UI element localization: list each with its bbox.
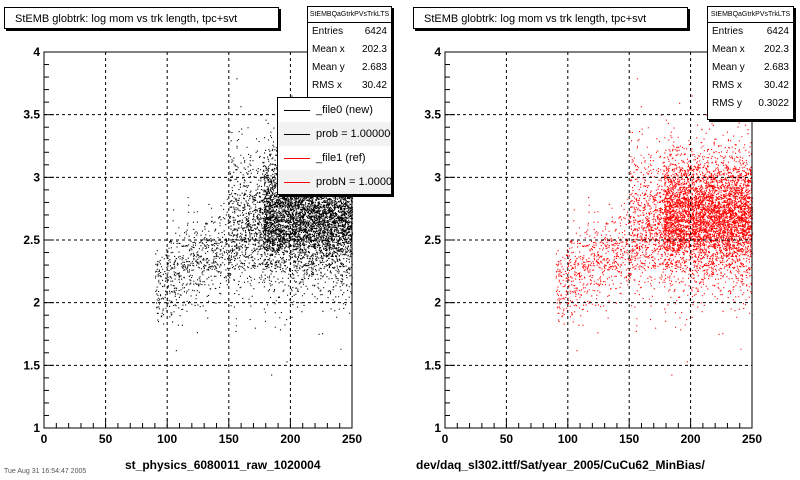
legend-entry-ref: _file1 (ref) bbox=[278, 146, 391, 170]
plot-title-left: StEMB globtrk: log mom vs trk length, tp… bbox=[4, 7, 279, 29]
legend-swatch-new bbox=[284, 109, 310, 111]
y-tick-label: 2 bbox=[33, 296, 40, 310]
x-tick-label: 150 bbox=[219, 432, 239, 446]
y-tick-label: 4 bbox=[434, 45, 441, 59]
legend-label-prob: prob = 1.000000 bbox=[316, 128, 392, 140]
grid bbox=[445, 52, 752, 428]
plot-title-left-text: StEMB globtrk: log mom vs trk length, tp… bbox=[15, 13, 238, 25]
stats-meany-value: 2.683 bbox=[361, 62, 387, 73]
x-tick-label: 100 bbox=[157, 432, 177, 446]
legend-left: _file0 (new) prob = 1.000000 _file1 (ref… bbox=[277, 97, 392, 195]
footer-timestamp: Tue Aug 31 16:54:47 2005 bbox=[4, 468, 87, 475]
y-tick-label: 1 bbox=[434, 421, 441, 435]
stats-meany-label: Mean y bbox=[312, 62, 345, 73]
x-tick-label: 50 bbox=[99, 432, 113, 446]
y-tick-label: 1.5 bbox=[424, 358, 441, 372]
stats-rmsx-label: RMS x bbox=[312, 80, 342, 91]
x-tick-label: 100 bbox=[558, 432, 578, 446]
y-tick-label: 3 bbox=[33, 170, 40, 184]
x-tick-label: 200 bbox=[681, 432, 701, 446]
legend-label-new: _file0 (new) bbox=[316, 104, 373, 116]
legend-swatch-prob bbox=[284, 133, 310, 135]
stats-meanx-label: Mean x bbox=[312, 44, 345, 55]
legend-label-ref: _file1 (ref) bbox=[316, 152, 366, 164]
legend-entry-new: _file0 (new) bbox=[278, 98, 391, 122]
grid bbox=[44, 52, 352, 428]
stats-box-left: StEMBQaGtrkPVsTrkLTS Entries 6424 Mean x 2… bbox=[307, 6, 392, 112]
y-tick-label: 3.5 bbox=[424, 108, 441, 122]
stats-entries-label: Entries bbox=[312, 26, 344, 37]
legend-entry-probn: probN = 1.000000 bbox=[278, 170, 391, 194]
scatter-points bbox=[155, 58, 353, 376]
stats-name: StEMBQaGtrkPVsTrkLTS bbox=[308, 7, 391, 23]
stats-rmsy-value: 0.3022 bbox=[758, 98, 789, 109]
stats-rmsx-value: 30.42 bbox=[361, 80, 387, 91]
plot-right: 0 50 100 150 200 250 1 1.5 2 2.5 3 3.5 4 bbox=[424, 45, 762, 446]
legend-swatch-probn bbox=[284, 181, 310, 183]
y-tick-label: 2.5 bbox=[424, 233, 441, 247]
stats-box-right: StEMBQaGtrkPVsTrkLTS Entries 6424 Mean x 2… bbox=[707, 6, 794, 120]
stats-rmsx-value: 30.42 bbox=[763, 80, 789, 91]
scatter-point-cloud bbox=[555, 58, 753, 376]
x-tick-label: 50 bbox=[500, 432, 514, 446]
stats-entries-label: Entries bbox=[712, 26, 744, 37]
legend-entry-prob: prob = 1.000000 bbox=[278, 122, 391, 146]
stats-entries-value: 6424 bbox=[364, 26, 387, 37]
stats-rmsx-label: RMS x bbox=[712, 80, 742, 91]
plot-title-right-text: StEMB globtrk: log mom vs trk length, tp… bbox=[424, 13, 647, 25]
stats-meanx-label: Mean x bbox=[712, 44, 745, 55]
plot-title-right: StEMB globtrk: log mom vs trk length, tp… bbox=[413, 7, 688, 29]
y-tick-label: 3 bbox=[434, 170, 441, 184]
y-tick-label: 1.5 bbox=[23, 358, 40, 372]
x-axis-label-left: st_physics_6080011_raw_1020004 bbox=[125, 458, 321, 472]
x-axis-label-right: dev/daq_sl302.ittf/Sat/year_2005/CuCu62_… bbox=[416, 458, 705, 472]
y-tick-label: 4 bbox=[33, 45, 40, 59]
x-tick-label: 250 bbox=[742, 432, 762, 446]
scatter-point-cloud bbox=[155, 58, 353, 376]
y-tick-label: 2.5 bbox=[23, 233, 40, 247]
x-tick-label: 200 bbox=[280, 432, 300, 446]
x-tick-label: 0 bbox=[442, 432, 449, 446]
stats-meany-label: Mean y bbox=[712, 62, 745, 73]
legend-label-probn: probN = 1.000000 bbox=[316, 176, 392, 188]
scatter-points bbox=[555, 58, 753, 376]
stats-name: StEMBQaGtrkPVsTrkLTS bbox=[708, 7, 793, 23]
plot-left: 0 50 100 150 200 250 1 1.5 2 2.5 3 3.5 4 bbox=[23, 45, 362, 446]
x-tick-label: 250 bbox=[342, 432, 362, 446]
stats-meanx-value: 202.3 bbox=[361, 44, 387, 55]
legend-swatch-ref bbox=[284, 157, 310, 159]
stats-meanx-value: 202.3 bbox=[763, 44, 789, 55]
y-tick-label: 2 bbox=[434, 296, 441, 310]
stats-entries-value: 6424 bbox=[766, 26, 789, 37]
y-tick-label: 3.5 bbox=[23, 108, 40, 122]
stats-meany-value: 2.683 bbox=[763, 62, 789, 73]
x-tick-label: 0 bbox=[41, 432, 48, 446]
y-tick-label: 1 bbox=[33, 421, 40, 435]
x-tick-label: 150 bbox=[619, 432, 639, 446]
stats-rmsy-label: RMS y bbox=[712, 98, 742, 109]
